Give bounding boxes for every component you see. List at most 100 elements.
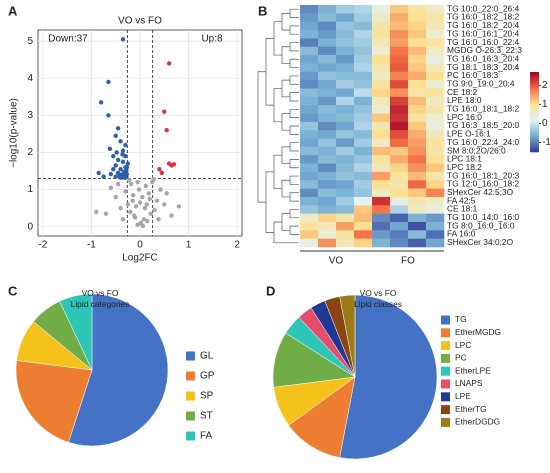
heatmap-cell: [354, 88, 373, 98]
heatmap-cell: [408, 121, 427, 131]
colorbar-step: [530, 118, 539, 121]
heatmap-cell: [354, 5, 373, 14]
heatmap-cell: [300, 238, 319, 248]
point: [144, 202, 149, 207]
point: [124, 165, 130, 170]
dendrogram: [281, 213, 290, 231]
row-label: LPE 18:0: [447, 95, 482, 105]
colorbar-step: [530, 72, 539, 75]
heatmap-cell: [318, 55, 337, 64]
heatmap-cell: [336, 221, 355, 231]
heatmap-cell: [408, 71, 427, 81]
heatmap-cell: [300, 88, 319, 98]
heatmap-cell: [300, 55, 319, 64]
heatmap-cell: [354, 138, 373, 148]
colorbar-tick-label: -1: [542, 137, 550, 148]
dendrogram: [281, 146, 290, 164]
point: [115, 181, 121, 187]
heatmap-cell: [318, 13, 337, 22]
heatmap-cell: [300, 146, 319, 156]
row-label: TG 16:3_18:5_20:0: [447, 120, 520, 130]
x-tick-label: -1: [87, 240, 96, 251]
dendrogram: [289, 8, 299, 18]
point: [148, 211, 153, 216]
colorbar-step: [530, 74, 539, 77]
point: [164, 191, 169, 196]
point: [141, 217, 147, 222]
heatmap-cell: [336, 146, 355, 156]
point: [151, 177, 156, 182]
heatmap-cell: [408, 46, 427, 56]
heatmap-cell: [300, 171, 319, 181]
heatmap-cell: [318, 113, 337, 123]
point: [106, 79, 111, 85]
legend-swatch: [441, 417, 450, 427]
point: [136, 187, 142, 192]
heatmap-cell: [354, 180, 373, 189]
point: [132, 215, 138, 220]
heatmap-cell: [372, 80, 391, 89]
legend-swatch: [441, 315, 450, 325]
chart-title: VO vs FO: [118, 16, 162, 27]
heatmap-cell: [372, 30, 391, 39]
heatmap-cell: [408, 221, 427, 231]
panel-label: A: [8, 3, 18, 18]
heatmap-cell: [390, 188, 409, 198]
colorbar-step: [530, 90, 539, 93]
heatmap-cell: [390, 88, 409, 98]
heatmap-cell: [426, 46, 445, 56]
legend-label: LNAPS: [455, 378, 483, 388]
heatmap-cell: [300, 130, 319, 139]
panel-label: D: [266, 283, 275, 298]
heatmap-cell: [426, 80, 445, 89]
colorbar-step: [530, 78, 539, 81]
heatmap-cell: [336, 96, 355, 106]
heatmap-cell: [318, 38, 337, 48]
dendrogram: [289, 92, 299, 102]
point: [111, 153, 116, 159]
colorbar-step: [530, 142, 539, 145]
heatmap-cell: [300, 38, 319, 48]
heatmap-cell: [336, 88, 355, 98]
dendrogram: [281, 113, 290, 131]
heatmap-cell: [426, 30, 445, 39]
legend-swatch: [441, 366, 450, 376]
heatmap-cell: [426, 13, 445, 22]
heatmap-cell: [354, 205, 373, 214]
point: [176, 204, 182, 209]
point: [98, 100, 104, 105]
point: [154, 198, 160, 203]
colorbar-step: [530, 86, 539, 89]
heatmap-cell: [408, 30, 427, 39]
colorbar-step: [530, 98, 539, 101]
x-tick-label: 0: [137, 240, 143, 251]
row-label: PC 16:0_18:3: [447, 70, 499, 80]
legend-label: PC: [455, 353, 467, 363]
point: [143, 183, 149, 189]
heatmap-cell: [372, 138, 391, 148]
heatmap-cell: [390, 180, 409, 189]
row-label: TG 10:0_14:0_16:0: [447, 212, 520, 222]
point: [125, 202, 131, 207]
point: [120, 159, 126, 164]
panel-label: C: [8, 283, 18, 298]
heatmap-cell: [426, 63, 445, 73]
dendrogram: [281, 46, 290, 64]
heatmap-cell: [426, 138, 445, 148]
pie-slice: [15, 360, 93, 443]
heatmap-cell: [390, 105, 409, 114]
row-label: LPC 16:0: [447, 112, 482, 122]
colorbar-step: [530, 100, 539, 103]
row-label: TG 16:0_18:1_18:2: [447, 104, 520, 114]
heatmap-cell: [408, 96, 427, 106]
colorbar-step: [530, 136, 539, 139]
heatmap-cell: [354, 113, 373, 123]
heatmap-cell: [390, 171, 409, 181]
heatmap-cell: [336, 46, 355, 56]
heatmap-cell: [354, 213, 373, 223]
heatmap-cell: [300, 188, 319, 198]
legend-label: LPE: [455, 391, 471, 401]
heatmap-cell: [390, 38, 409, 48]
row-label: TG 16:0_18:1_20:3: [447, 170, 520, 180]
